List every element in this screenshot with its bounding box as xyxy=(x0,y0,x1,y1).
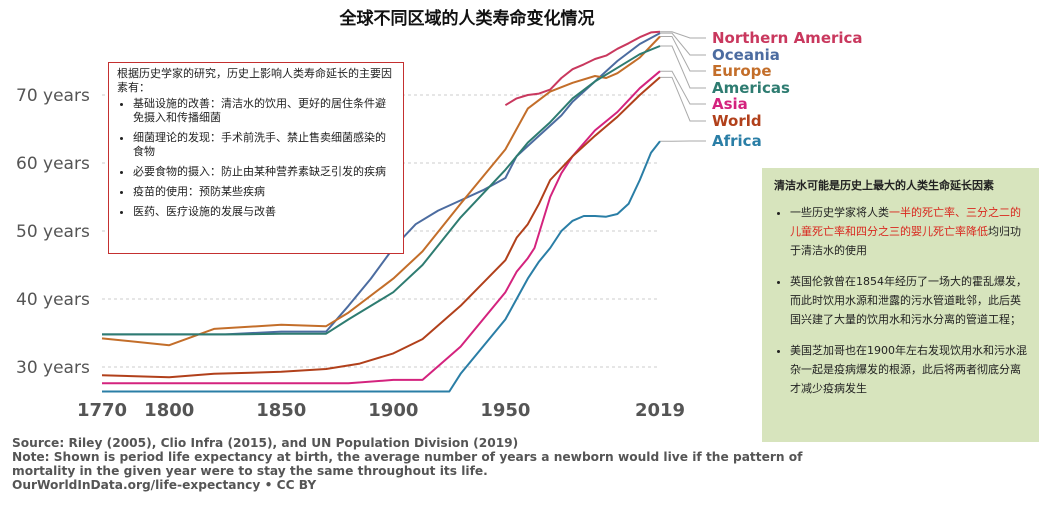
x-tick-label: 1800 xyxy=(144,400,194,421)
x-tick-label: 1900 xyxy=(368,400,418,421)
note-line: Note: Shown is period life expectancy at… xyxy=(12,450,803,478)
series-line-africa xyxy=(102,140,661,393)
y-tick-label: 40 years xyxy=(16,290,90,310)
y-tick-label: 50 years xyxy=(16,222,90,242)
clean-water-box: 清洁水可能是历史上最大的人类生命延长因素 一些历史学家将人类一半的死亡率、三分之… xyxy=(762,168,1039,442)
clean-water-item: 英国伦敦曾在1854年经历了一场大的霍乱爆发，而此时饮用水源和泄露的污水管道毗邻… xyxy=(790,272,1027,329)
factor-item: 医药、医疗设施的发展与改善 xyxy=(133,205,395,219)
legend-label-africa: Africa xyxy=(712,132,762,150)
item-text: 一些历史学家将人类 xyxy=(790,206,889,219)
series-line-northern-america xyxy=(504,30,661,107)
x-tick-label: 1770 xyxy=(77,400,127,421)
legend-connector xyxy=(660,36,706,72)
x-tick-label: 2019 xyxy=(635,400,685,421)
source-notes: Source: Riley (2005), Clio Infra (2015),… xyxy=(12,436,812,492)
series-line-americas xyxy=(102,45,661,336)
y-tick-label: 30 years xyxy=(16,358,90,378)
legend-label-europe: Europe xyxy=(712,62,772,80)
clean-water-item: 美国芝加哥也在1900年左右发现饮用水和污水混杂一起是疫病爆发的根源，此后将两者… xyxy=(790,341,1027,398)
legend-label-world: World xyxy=(712,112,762,130)
item-text: 均归功于清洁水的使用 xyxy=(790,225,1021,257)
credit-line: OurWorldInData.org/life-expectancy • CC … xyxy=(12,478,317,492)
legend-connector xyxy=(660,76,706,122)
y-tick-label: 60 years xyxy=(16,154,90,174)
source-line: Source: Riley (2005), Clio Infra (2015),… xyxy=(12,436,519,450)
legend-label-americas: Americas xyxy=(712,79,790,97)
clean-water-title: 清洁水可能是历史上最大的人类生命延长因素 xyxy=(774,179,994,192)
x-tick-label: 1850 xyxy=(256,400,306,421)
legend-label-asia: Asia xyxy=(712,95,748,113)
y-tick-label: 70 years xyxy=(16,86,90,106)
clean-water-item: 一些历史学家将人类一半的死亡率、三分之二的儿童死亡率和四分之三的婴儿死亡率降低均… xyxy=(790,203,1027,260)
series-line-europe xyxy=(101,35,661,347)
factor-item: 细菌理论的发现：手术前洗手、禁止售卖细菌感染的食物 xyxy=(133,131,395,159)
series-line-world xyxy=(101,76,661,379)
legend-connector xyxy=(660,45,706,89)
historical-factors-box: 根据历史学家的研究，历史上影响人类寿命延长的主要因素有： 基础设施的改善：清洁水… xyxy=(108,62,404,254)
x-tick-label: 1950 xyxy=(480,400,530,421)
factors-intro: 根据历史学家的研究，历史上影响人类寿命延长的主要因素有： xyxy=(117,67,392,94)
factor-item: 必要食物的摄入：防止由某种营养素缺乏引发的疾病 xyxy=(133,165,395,179)
clean-water-list: 一些历史学家将人类一半的死亡率、三分之二的儿童死亡率和四分之三的婴儿死亡率降低均… xyxy=(774,203,1027,398)
factors-list: 基础设施的改善：清洁水的饮用、更好的居住条件避免摄入和传播细菌 细菌理论的发现：… xyxy=(117,97,395,219)
series-line-asia xyxy=(102,70,661,385)
factor-item: 疫苗的使用：预防某些疾病 xyxy=(133,185,395,199)
factor-item: 基础设施的改善：清洁水的饮用、更好的居住条件避免摄入和传播细菌 xyxy=(133,97,395,125)
legend-connector xyxy=(660,32,706,56)
legend-connector xyxy=(660,31,706,39)
series-line-oceania xyxy=(102,32,661,336)
legend-label-oceania: Oceania xyxy=(712,46,780,64)
chart-title: 全球不同区域的人类寿命变化情况 xyxy=(339,8,595,29)
legend-connector xyxy=(660,70,706,105)
highlighted-text: 一半的死亡率、三分之二的儿童死亡率和四分之三的婴儿死亡率降低 xyxy=(790,206,1021,238)
legend-label-northern-america: Northern America xyxy=(712,29,863,47)
